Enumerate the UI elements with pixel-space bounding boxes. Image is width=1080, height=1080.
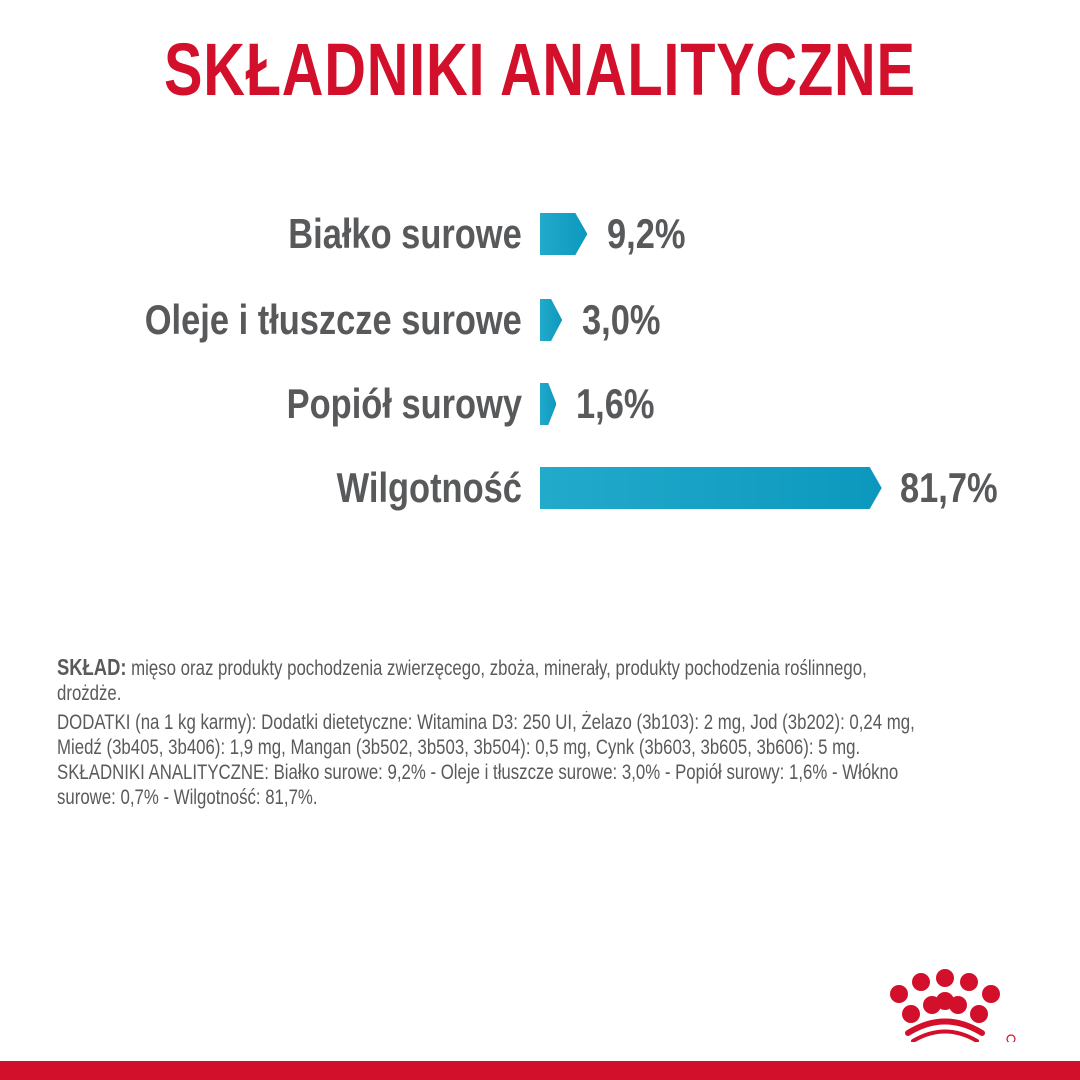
additives-line: Miedź (3b405, 3b406): 1,9 mg, Mangan (3b…	[57, 736, 861, 759]
bar-label: Wilgotność	[336, 464, 522, 511]
bar	[540, 383, 557, 425]
bar-label: Popiół surowy	[286, 380, 522, 427]
bar-row: Popiół surowy 1,6%	[0, 382, 1080, 426]
bar-value-label: 1,6%	[576, 380, 655, 427]
analytical-line: SKŁADNIKI ANALITYCZNE: Białko surowe: 9,…	[57, 761, 899, 784]
crown-logo-icon	[890, 969, 1016, 1042]
analytical-line: surowe: 0,7% - Wilgotność: 81,7%.	[57, 786, 318, 809]
bar-value-label: 9,2%	[607, 210, 686, 257]
composition-text-1: mięso oraz produkty pochodzenia zwierzęc…	[126, 657, 867, 680]
additives-line: DODATKI (na 1 kg karmy): Dodatki dietety…	[57, 711, 915, 734]
bar-value-label: 81,7%	[899, 464, 998, 511]
bar	[540, 213, 588, 255]
title-text: SKŁADNIKI ANALITYCZNE	[164, 28, 916, 111]
composition-heading: SKŁAD:	[57, 654, 127, 680]
bar	[540, 467, 882, 509]
bar-label: Białko surowe	[288, 210, 522, 257]
bar-row: Białko surowe 9,2%	[0, 212, 1080, 256]
bar	[540, 299, 563, 341]
bar-row: Wilgotność 81,7%	[0, 466, 1080, 510]
composition-line: drożdże.	[57, 682, 122, 705]
bar-value-label: 3,0%	[582, 296, 661, 343]
bar-label: Oleje i tłuszcze surowe	[144, 296, 522, 343]
footer-band	[0, 1061, 1080, 1080]
bar-row: Oleje i tłuszcze surowe 3,0%	[0, 298, 1080, 342]
page-title: SKŁADNIKI ANALITYCZNE	[0, 30, 1080, 110]
composition-text: SKŁAD: mięso oraz produkty pochodzenia z…	[57, 655, 1080, 810]
composition-line: SKŁAD: mięso oraz produkty pochodzenia z…	[57, 655, 937, 681]
